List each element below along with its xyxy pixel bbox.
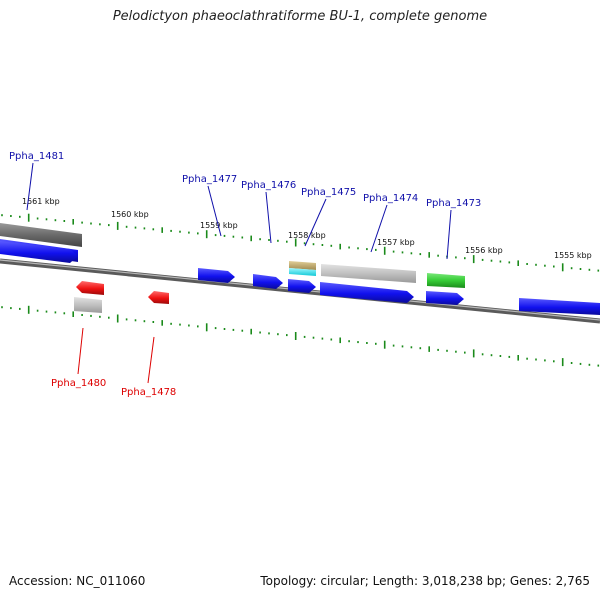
gene-label[interactable]: Ppha_1474: [363, 193, 418, 204]
feature-tan: [289, 261, 316, 270]
gene-label[interactable]: Ppha_1473: [426, 198, 481, 209]
tick-label: 1555 kbp: [554, 251, 592, 260]
accession-text: Accession: NC_011060: [9, 574, 146, 588]
tick-label: 1560 kbp: [111, 210, 149, 219]
tick-row-inner: [1, 305, 600, 367]
gene-ppha-1477[interactable]: [198, 268, 235, 283]
tick-label: 1557 kbp: [377, 238, 415, 247]
gene-ppha-1473[interactable]: [426, 291, 464, 305]
feature-green: [427, 273, 465, 288]
tick-label: 1561 kbp: [22, 197, 60, 206]
gene-label[interactable]: Ppha_1477: [182, 174, 237, 185]
feature-light-gray: [321, 264, 416, 283]
gene-label[interactable]: Ppha_1475: [301, 187, 356, 198]
leader-line: [207, 185, 222, 237]
leader-line: [147, 336, 155, 384]
gene-label[interactable]: Ppha_1480: [51, 378, 106, 389]
gene-forward-right[interactable]: [519, 298, 600, 315]
tick-label: 1556 kbp: [465, 246, 503, 255]
gene-label[interactable]: Ppha_1478: [121, 387, 176, 398]
leader-line: [370, 204, 388, 253]
feature-light-gray-lower: [74, 297, 102, 313]
tick-label: 1558 kbp: [288, 231, 326, 240]
leader-line: [26, 162, 34, 211]
tick-row-outer: [1, 213, 600, 272]
feature-cyan: [289, 268, 316, 276]
gene-ppha-1475[interactable]: [288, 279, 316, 293]
gene-ppha-1478[interactable]: [148, 291, 169, 304]
genome-summary: Topology: circular; Length: 3,018,238 bp…: [260, 574, 590, 588]
feature-dark-gray: [0, 223, 82, 247]
leader-line: [304, 198, 327, 247]
leader-line: [265, 191, 272, 244]
leader-line: [77, 327, 84, 375]
tick-label: 1559 kbp: [200, 221, 238, 230]
gene-ppha-1480[interactable]: [76, 281, 104, 295]
map-title: Pelodictyon phaeoclathratiforme BU-1, co…: [112, 9, 488, 24]
gene-ppha-1476[interactable]: [253, 274, 283, 289]
gene-label[interactable]: Ppha_1476: [241, 180, 296, 191]
gene-label[interactable]: Ppha_1481: [9, 151, 64, 162]
leader-line: [446, 209, 452, 260]
gene-ppha-1474[interactable]: [320, 282, 414, 303]
gene-forward-arrow[interactable]: [0, 241, 78, 263]
